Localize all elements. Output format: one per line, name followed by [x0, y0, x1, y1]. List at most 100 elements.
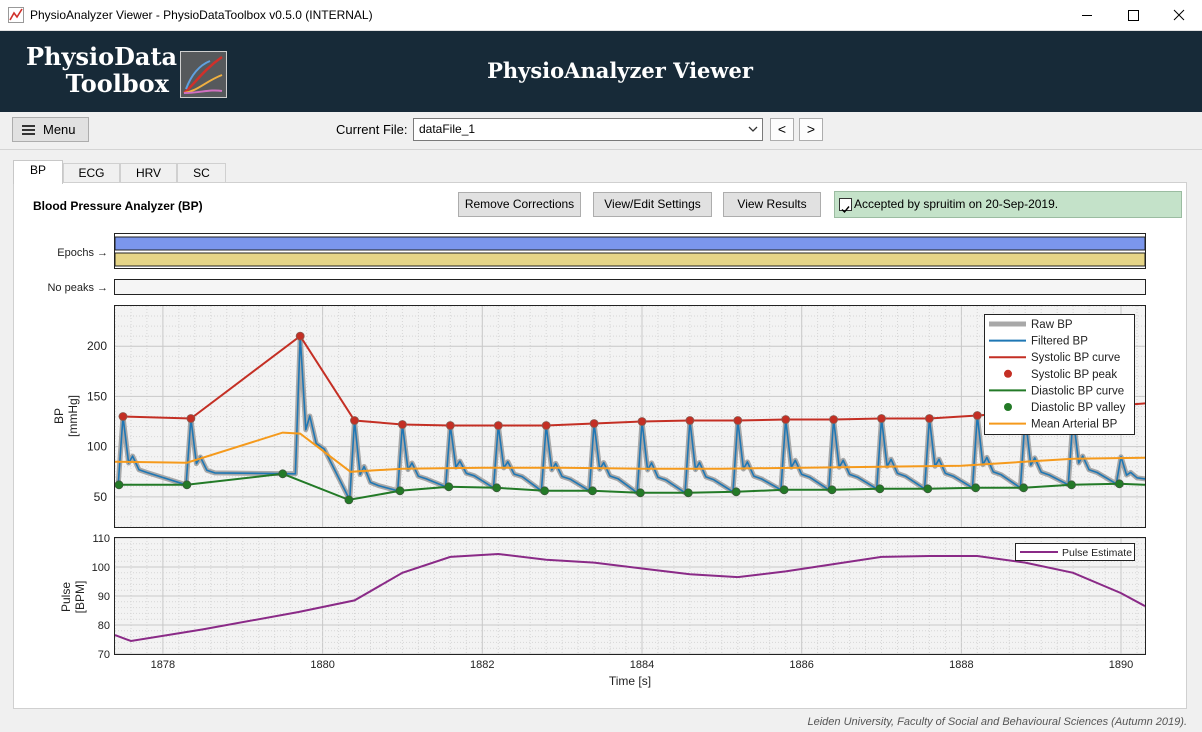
systolic-peak-marker — [829, 415, 838, 424]
remove-corrections-button[interactable]: Remove Corrections — [458, 192, 581, 217]
diastolic-valley-marker — [971, 483, 981, 493]
diastolic-valley-marker — [923, 484, 933, 494]
systolic-curve-line — [122, 334, 1145, 427]
pulse-x-tick-label: 1878 — [151, 659, 175, 671]
bp-y-tick-label: 100 — [87, 440, 107, 454]
logo-line1: PhysioData — [26, 42, 178, 71]
window-title: PhysioAnalyzer Viewer - PhysioDataToolbo… — [30, 8, 373, 22]
pulse-xlabel: Time [s] — [609, 674, 651, 688]
bp-plot-frame — [114, 305, 1146, 528]
close-icon — [1173, 9, 1185, 21]
tab-bp[interactable]: BP — [13, 160, 63, 184]
toolbar: Menu Current File: dataFile_1 < > — [0, 112, 1202, 150]
diastolic-valley-marker — [540, 486, 549, 496]
bp-legend: Raw BP Filtered BP Systolic BP curve Systol… — [984, 314, 1135, 435]
app-icon — [8, 7, 24, 23]
minimize-button[interactable] — [1064, 0, 1110, 31]
diastolic-valley-marker — [875, 484, 885, 494]
systolic-peak-marker — [445, 421, 455, 430]
pulse-plot-frame — [114, 537, 1146, 655]
systolic-peak-marker — [781, 415, 791, 424]
pulse-y-tick-label: 70 — [98, 649, 110, 661]
logo-chart-icon — [180, 51, 227, 98]
maximize-button[interactable] — [1110, 0, 1156, 31]
diastolic-valley-marker — [444, 482, 454, 492]
previous-file-button[interactable]: < — [770, 118, 794, 141]
logo-text: PhysioData Toolbox — [26, 43, 177, 97]
bp-ylabel-line2: [mmHg] — [66, 395, 80, 437]
tab-ecg[interactable]: ECG — [63, 163, 120, 183]
diastolic-valley-marker — [278, 469, 288, 479]
tab-sc[interactable]: SC — [177, 163, 226, 183]
bp-legend-label: Mean Arterial BP — [1031, 419, 1118, 431]
bp-legend-label: Raw BP — [1031, 319, 1073, 331]
pulse-legend: Pulse Estimate — [1015, 543, 1135, 561]
pulse-chart[interactable]: 70 80 90 100 110 1878 1880 1882 1884 1886 1888 189… — [59, 533, 1146, 688]
pulse-y-ticks: 70 80 90 100 110 — [92, 533, 110, 661]
systolic-peak-marker — [493, 421, 503, 430]
pulse-y-tick-label: 100 — [92, 562, 110, 574]
systolic-peak-marker — [877, 414, 886, 423]
epochs-label: Epochs → — [57, 247, 108, 259]
footer-credit: Leiden University, Faculty of Social and… — [807, 716, 1188, 728]
view-edit-settings-button[interactable]: View/Edit Settings — [593, 192, 712, 217]
legend-swatch-dot — [1004, 369, 1012, 378]
epoch-bar-yellow[interactable] — [114, 252, 1146, 267]
diastolic-valley-marker — [827, 485, 837, 495]
diastolic-valley-marker — [492, 483, 502, 493]
bp-legend-label: Systolic BP peak — [1031, 369, 1117, 381]
tab-hrv[interactable]: HRV — [120, 163, 177, 183]
current-file-label: Current File: — [336, 122, 408, 137]
systolic-peak-marker — [186, 414, 196, 423]
diastolic-valley-marker — [395, 486, 405, 496]
pulse-x-tick-label: 1882 — [470, 659, 494, 671]
pulse-y-tick-label: 90 — [98, 591, 110, 603]
diastolic-valley-marker — [1067, 480, 1076, 490]
bp-y-ticks: 50 100 150 200 — [87, 339, 107, 504]
accepted-text: Accepted by spruitim on 20-Sep-2019. — [854, 197, 1059, 211]
hamburger-icon — [22, 125, 35, 135]
check-icon — [841, 206, 850, 214]
systolic-peak-marker — [637, 417, 647, 426]
bp-legend-label: Diastolic BP valley — [1031, 402, 1126, 414]
diastolic-valley-marker — [344, 495, 354, 505]
no-peaks-strip[interactable] — [114, 279, 1146, 295]
pulse-x-tick-label: 1886 — [789, 659, 813, 671]
menu-button[interactable]: Menu — [12, 117, 89, 142]
bp-legend-label: Filtered BP — [1031, 336, 1088, 348]
chevron-down-icon — [748, 126, 758, 132]
bp-y-tick-label: 200 — [87, 339, 107, 353]
diastolic-valley-marker — [1019, 483, 1028, 493]
diastolic-valley-marker — [636, 488, 645, 498]
next-file-button[interactable]: > — [799, 118, 823, 141]
systolic-peak-marker — [118, 412, 128, 421]
panel-title: Blood Pressure Analyzer (BP) — [33, 199, 203, 213]
diastolic-valley-marker — [115, 480, 124, 490]
pulse-y-tick-label: 110 — [92, 533, 110, 545]
systolic-peak-marker — [589, 419, 599, 428]
diastolic-valley-marker — [683, 488, 693, 498]
diastolic-valley-marker — [1115, 479, 1124, 489]
systolic-peak-marker — [541, 421, 551, 430]
systolic-peak-marker — [925, 414, 934, 423]
view-results-button[interactable]: View Results — [723, 192, 821, 217]
bp-series — [115, 331, 1145, 505]
pulse-y-tick-label: 80 — [98, 620, 110, 632]
close-button[interactable] — [1156, 0, 1202, 31]
banner-title: PhysioAnalyzer Viewer — [487, 58, 753, 83]
legend-swatch-dot — [1004, 403, 1012, 411]
systolic-peak-marker — [733, 416, 743, 425]
no-peaks-label: No peaks → — [47, 282, 108, 294]
current-file-select[interactable]: dataFile_1 — [413, 118, 763, 141]
pulse-estimate-line — [115, 552, 1145, 643]
bp-chart[interactable]: 50 100 150 200 BP [mmHg] Raw BP Filtered BP S… — [52, 305, 1164, 528]
bp-legend-label: Diastolic BP curve — [1031, 385, 1124, 397]
checkbox-box — [839, 198, 852, 214]
pulse-x-tick-label: 1890 — [1109, 659, 1133, 671]
pulse-series — [115, 552, 1145, 643]
bp-y-tick-label: 150 — [87, 389, 107, 403]
current-file-value: dataFile_1 — [419, 122, 476, 136]
bp-legend-label: Systolic BP curve — [1031, 352, 1120, 364]
accepted-checkbox[interactable]: Accepted by spruitim on 20-Sep-2019. — [834, 191, 1182, 218]
epoch-bar-blue[interactable] — [114, 236, 1146, 251]
